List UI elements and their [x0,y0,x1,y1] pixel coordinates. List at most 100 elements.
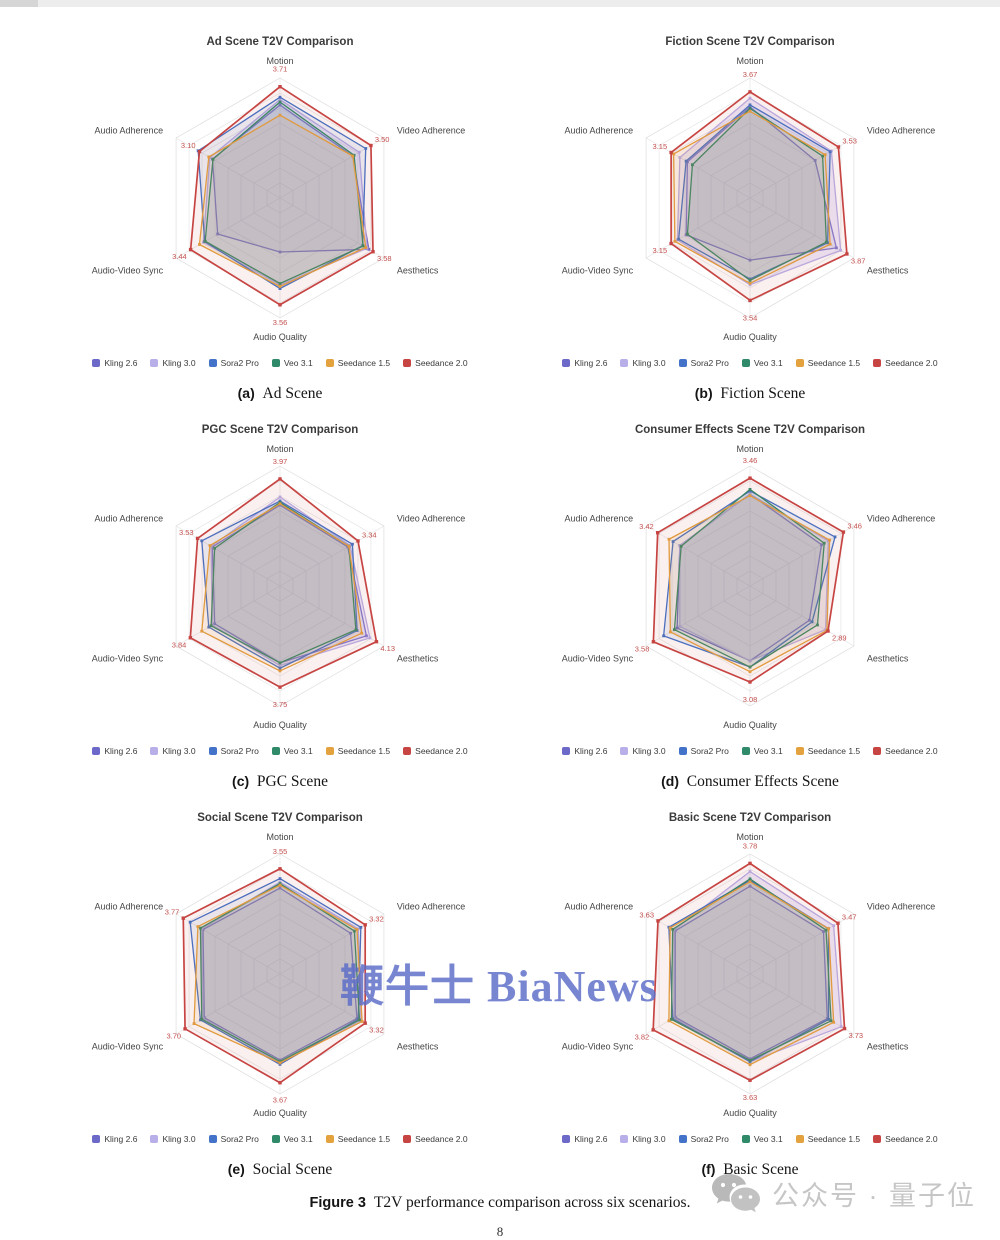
chart-title: Basic Scene T2V Comparison [668,812,832,824]
series-marker-seedance-1-5 [355,928,359,931]
series-marker-seedance-1-5 [192,1022,196,1026]
chart-title: Ad Scene T2V Comparison [206,36,354,48]
series-marker-seedance-2-0 [748,680,752,684]
axis-value-label: 3.77 [165,908,180,917]
subfigure-marker: (b) [694,385,713,401]
series-marker-veo-3-1 [213,546,217,550]
legend-item-kling-3-0: Kling 3.0 [620,1134,666,1144]
wechat-icon [712,1174,760,1213]
legend-item-sora2-pro: Sora2 Pro [678,358,729,368]
radar-plot: Motion Video Adherence Aesthetics Audio Qua… [562,832,936,1118]
legend-swatch [620,1135,629,1143]
series-marker-seedance-1-5 [748,109,752,113]
legend-label: Veo 3.1 [753,358,783,368]
axis-label-audio-video-sync: Audio-Video Sync [92,1042,164,1052]
series-marker-seedance-2-0 [841,530,846,534]
series-marker-kling-2-6 [216,232,220,236]
legend-item-veo-3-1: Veo 3.1 [741,746,783,756]
series-marker-kling-2-6 [807,618,811,622]
series-marker-seedance-2-0 [369,143,373,148]
series-marker-veo-3-1 [816,623,819,627]
legend-label: Veo 3.1 [753,1134,783,1144]
legend-label: Seedance 2.0 [885,1134,938,1144]
legend-label: Kling 3.0 [632,1134,666,1144]
grid-spoke [645,913,751,975]
legend-label: Sora2 Pro [690,358,729,368]
series-marker-seedance-2-0 [748,90,752,94]
legend-item-kling-2-6: Kling 2.6 [92,1134,137,1144]
legend-item-kling-2-6: Kling 2.6 [92,746,137,756]
legend-item-sora2-pro: Sora2 Pro [208,358,259,368]
series-marker-kling-3-0 [748,659,752,663]
series-polygon-seedance-2-0 [189,478,378,688]
series-marker-seedance-2-0 [195,536,200,541]
series-marker-seedance-2-0 [278,477,282,481]
series-marker-seedance-1-5 [667,537,671,541]
axis-value-label: 3.32 [369,914,384,923]
legend-swatch [562,1135,571,1143]
legend-item-veo-3-1: Veo 3.1 [271,358,313,368]
series-marker-sora2-pro [671,540,675,543]
series-marker-kling-2-6 [367,247,371,251]
legend-swatch [208,359,217,367]
axis-value-label: 3.53 [842,136,857,145]
legend-label: Seedance 2.0 [885,746,938,756]
series-marker-seedance-2-0 [842,1026,847,1031]
series-marker-seedance-2-0 [374,639,379,644]
chart-legend: Kling 2.6 Kling 3.0 Sora2 Pro Veo 3.1 Seedan… [55,1134,505,1144]
axis-label-motion: Motion [266,832,293,842]
series-marker-seedance-1-5 [198,243,201,246]
series-marker-seedance-2-0 [748,861,752,866]
legend-label: Sora2 Pro [690,1134,729,1144]
axis-label-video-adherence: Video Adherence [397,902,465,912]
legend-item-kling-3-0: Kling 3.0 [620,358,666,368]
series-marker-seedance-2-0 [845,252,849,256]
legend-item-seedance-2-0: Seedance 2.0 [873,1134,938,1144]
legend-swatch [92,747,101,755]
series-marker-kling-2-6 [675,626,679,630]
legend-item-veo-3-1: Veo 3.1 [741,1134,783,1144]
subfigure-marker: (d) [661,773,680,789]
series-marker-seedance-2-0 [669,241,673,246]
axis-value-label: 3.53 [179,528,194,537]
legend-swatch [678,1135,687,1143]
legend-label: Veo 3.1 [283,1134,313,1144]
legend-swatch [741,747,750,755]
series-polygon-seedance-2-0 [652,477,845,683]
legend-swatch [795,359,804,367]
axis-value-label: 3.67 [273,1096,288,1105]
series-marker-sora2-pro [278,1062,282,1066]
series-marker-seedance-2-0 [278,867,282,871]
legend-swatch [150,359,159,367]
axis-label-motion: Motion [736,56,763,66]
axis-label-audio-video-sync: Audio-Video Sync [562,266,634,276]
series-marker-kling-2-6 [820,543,823,547]
axis-label-video-adherence: Video Adherence [867,514,935,524]
series-marker-sora2-pro [364,147,368,150]
legend-label: Seedance 2.0 [415,358,468,368]
chart-title: Consumer Effects Scene T2V Comparison [634,424,866,436]
axis-value-label: 3.63 [639,910,654,919]
series-marker-kling-2-6 [365,634,368,638]
legend-item-veo-3-1: Veo 3.1 [741,358,783,368]
series-marker-seedance-2-0 [826,629,830,633]
legend-label: Seedance 1.5 [807,358,861,368]
axis-value-label: 3.54 [743,313,758,322]
series-marker-kling-3-0 [839,1025,843,1029]
series-polygon-seedance-2-0 [182,867,367,1084]
series-marker-kling-2-6 [213,622,217,626]
series-marker-seedance-2-0 [278,1081,282,1085]
legend-label: Sora2 Pro [690,746,729,756]
legend-swatch [403,359,412,367]
series-marker-kling-3-0 [839,248,843,252]
grid-spoke [645,137,751,199]
subfigure-name: Social Scene [244,1161,333,1178]
series-marker-seedance-2-0 [651,1028,655,1032]
series-marker-seedance-1-5 [200,629,204,633]
legend-item-sora2-pro: Sora2 Pro [208,1134,259,1144]
series-marker-seedance-2-0 [836,921,840,925]
subfigure-caption: (f) Basic Scene [525,1161,975,1179]
series-marker-seedance-1-5 [278,1061,282,1065]
legend-item-kling-3-0: Kling 3.0 [150,746,196,756]
axis-value-label: 3.32 [369,1026,384,1035]
